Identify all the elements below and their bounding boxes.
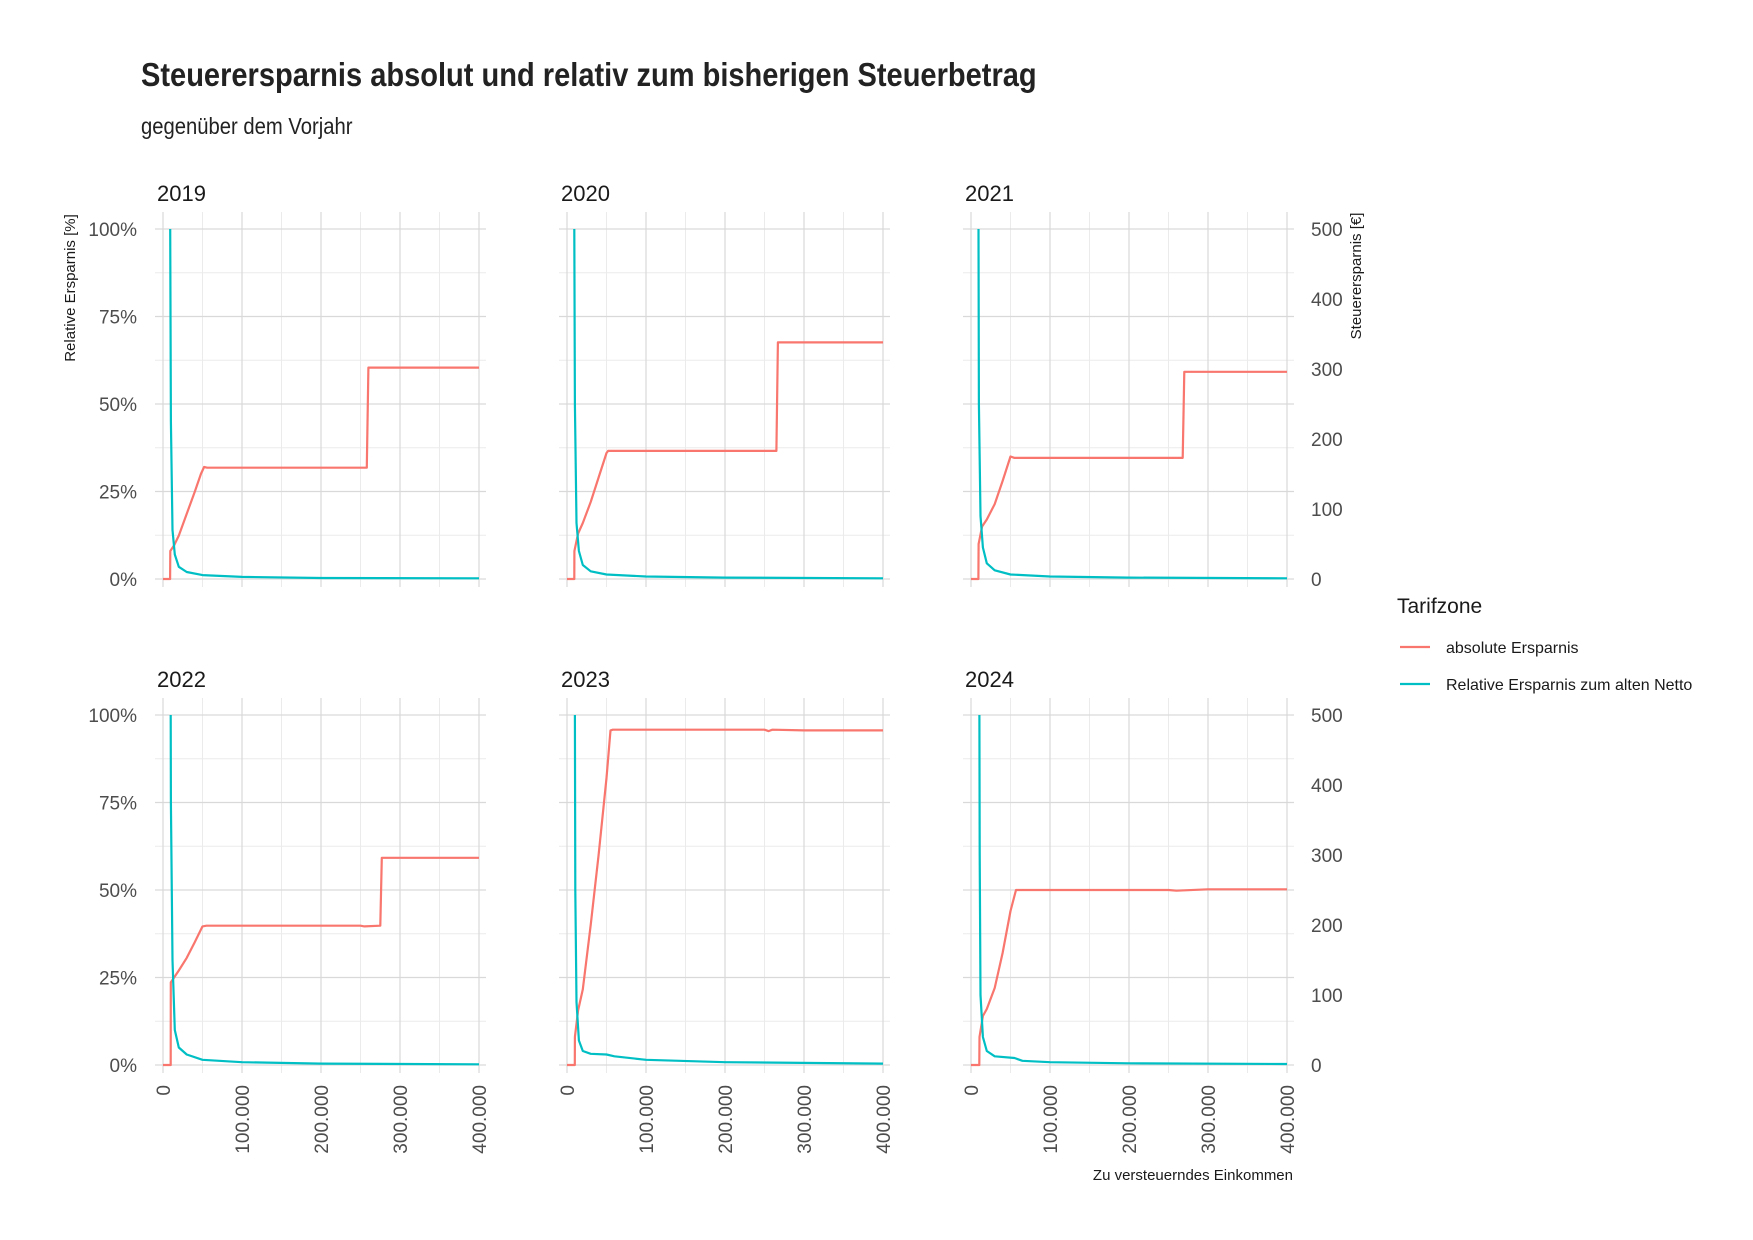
y-right-tick-label: 100 <box>1311 500 1343 521</box>
x-axis-title: Zu versteuerndes Einkommen <box>1093 1167 1293 1184</box>
series-line-absolute <box>163 856 479 1067</box>
y-left-tick-label: 75% <box>99 794 137 815</box>
x-tick-label: 400.000 <box>1278 1085 1299 1154</box>
panel-label: 2023 <box>561 667 610 692</box>
y-left-tick-label: 0% <box>110 570 138 591</box>
panel-2019: 2019 0% 25% 50% 75% 100% <box>88 181 486 591</box>
panel-grid: 2019 0% 25% 50% 75% 100% 2020 2021 0 100 200 300 400… <box>62 181 1365 1184</box>
x-tick-label: 300.000 <box>795 1085 816 1154</box>
x-tick-label: 100.000 <box>637 1085 658 1154</box>
series-line-relative <box>169 714 480 1066</box>
x-tick-label: 0 <box>962 1085 983 1096</box>
y-right-tick-label: 0 <box>1311 1056 1322 1077</box>
series-line-absolute <box>567 341 883 581</box>
series-line-relative <box>573 228 884 580</box>
series-line-relative <box>169 228 480 580</box>
series-line-relative <box>977 228 1288 580</box>
panel-2023: 2023 0 100.000 200.000 300.000 400.000 <box>558 667 895 1154</box>
y-left-tick-label: 100% <box>88 706 137 727</box>
x-tick-label: 400.000 <box>470 1085 491 1154</box>
series-line-relative <box>978 714 1288 1066</box>
legend-label: absolute Ersparnis <box>1446 640 1579 657</box>
series-line-absolute <box>971 888 1287 1067</box>
chart-title: Steuerersparnis absolut und relativ zum … <box>141 56 1037 93</box>
legend-title: Tarifzone <box>1397 595 1482 618</box>
y-left-tick-label: 50% <box>99 881 137 902</box>
panel-label: 2019 <box>157 181 206 206</box>
y-left-tick-label: 100% <box>88 220 137 241</box>
y-right-tick-label: 500 <box>1311 706 1343 727</box>
panel-2021: 2021 0 100 200 300 400 500 <box>963 181 1343 591</box>
series-line-absolute <box>567 728 883 1067</box>
series-line-absolute <box>971 370 1287 581</box>
x-tick-label: 0 <box>558 1085 579 1096</box>
y-right-tick-label: 500 <box>1311 220 1343 241</box>
series-line-relative <box>573 714 884 1065</box>
y-right-tick-label: 0 <box>1311 570 1322 591</box>
y-left-tick-label: 0% <box>110 1056 138 1077</box>
y-left-tick-label: 75% <box>99 308 137 329</box>
x-tick-label: 200.000 <box>716 1085 737 1154</box>
y-right-tick-label: 200 <box>1311 916 1343 937</box>
x-tick-label: 100.000 <box>233 1085 254 1154</box>
y-right-tick-label: 300 <box>1311 360 1343 381</box>
panel-label: 2024 <box>965 667 1014 692</box>
x-tick-label: 100.000 <box>1041 1085 1062 1154</box>
x-tick-label: 200.000 <box>312 1085 333 1154</box>
y-right-axis-title: Steuerersparnis [€] <box>1348 213 1365 340</box>
y-right-tick-label: 100 <box>1311 986 1343 1007</box>
legend: Tarifzone absolute Ersparnis Relative Ersp… <box>1397 595 1692 694</box>
panel-2024: 2024 0 100 200 300 400 500 0 100.000 200.000 300.0… <box>962 667 1343 1154</box>
y-left-tick-label: 25% <box>99 483 137 504</box>
legend-label: Relative Ersparnis zum alten Netto <box>1446 677 1692 694</box>
y-right-tick-label: 300 <box>1311 846 1343 867</box>
chart-subtitle: gegenüber dem Vorjahr <box>141 113 353 139</box>
x-tick-label: 200.000 <box>1120 1085 1141 1154</box>
panel-2022: 2022 0% 25% 50% 75% 100% 0 100.000 200.000 300.00… <box>88 667 491 1154</box>
y-left-axis-title: Relative Ersparnis [%] <box>62 214 79 362</box>
panel-label: 2021 <box>965 181 1014 206</box>
y-right-tick-label: 200 <box>1311 430 1343 451</box>
x-tick-label: 0 <box>154 1085 175 1096</box>
panel-label: 2020 <box>561 181 610 206</box>
y-right-tick-label: 400 <box>1311 776 1343 797</box>
panel-label: 2022 <box>157 667 206 692</box>
y-left-tick-label: 25% <box>99 969 137 990</box>
panel-2020: 2020 <box>559 181 890 587</box>
y-right-tick-label: 400 <box>1311 290 1343 311</box>
x-tick-label: 300.000 <box>391 1085 412 1154</box>
x-tick-label: 300.000 <box>1199 1085 1220 1154</box>
series-line-absolute <box>163 366 479 581</box>
x-tick-label: 400.000 <box>874 1085 895 1154</box>
y-left-tick-label: 50% <box>99 395 137 416</box>
